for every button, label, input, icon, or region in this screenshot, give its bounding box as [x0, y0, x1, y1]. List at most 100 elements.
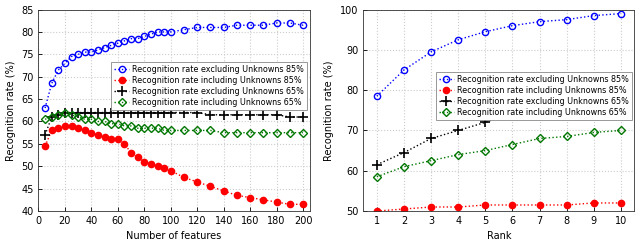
- Recognition rate including Unknowns 85%: [400, 207, 408, 210]
- Recognition rate including Unknowns 85%: [220, 189, 227, 192]
- Recognition rate including Unknowns 65%: [114, 122, 122, 125]
- Recognition rate excluding Unknowns 85%: [74, 53, 82, 56]
- Line: Recognition rate excluding Unknowns 65%: Recognition rate excluding Unknowns 65%: [372, 86, 625, 169]
- Recognition rate excluding Unknowns 65%: [400, 151, 408, 154]
- Recognition rate excluding Unknowns 65%: [246, 113, 254, 116]
- Recognition rate including Unknowns 65%: [94, 120, 102, 123]
- Recognition rate including Unknowns 65%: [61, 111, 68, 114]
- Recognition rate excluding Unknowns 85%: [134, 37, 141, 40]
- Recognition rate excluding Unknowns 85%: [233, 24, 241, 27]
- Recognition rate including Unknowns 85%: [140, 160, 148, 163]
- Recognition rate including Unknowns 65%: [81, 118, 88, 121]
- Recognition rate including Unknowns 65%: [481, 149, 489, 152]
- Recognition rate including Unknowns 65%: [180, 129, 188, 132]
- Recognition rate excluding Unknowns 65%: [94, 111, 102, 114]
- Recognition rate excluding Unknowns 85%: [286, 21, 294, 24]
- Recognition rate including Unknowns 65%: [563, 135, 570, 138]
- Recognition rate including Unknowns 85%: [167, 169, 175, 172]
- Recognition rate including Unknowns 65%: [428, 159, 435, 162]
- Recognition rate excluding Unknowns 65%: [154, 111, 161, 114]
- Recognition rate excluding Unknowns 65%: [68, 111, 76, 114]
- Recognition rate including Unknowns 65%: [140, 127, 148, 130]
- Recognition rate including Unknowns 65%: [160, 129, 168, 132]
- Recognition rate excluding Unknowns 85%: [617, 12, 625, 15]
- Recognition rate excluding Unknowns 65%: [563, 99, 570, 102]
- Recognition rate excluding Unknowns 65%: [428, 137, 435, 140]
- Recognition rate excluding Unknowns 85%: [68, 55, 76, 58]
- Recognition rate including Unknowns 65%: [246, 131, 254, 134]
- Recognition rate excluding Unknowns 65%: [273, 113, 280, 116]
- Recognition rate including Unknowns 85%: [509, 204, 516, 206]
- Recognition rate including Unknowns 85%: [74, 127, 82, 130]
- Recognition rate excluding Unknowns 65%: [207, 113, 214, 116]
- Recognition rate excluding Unknowns 65%: [509, 111, 516, 114]
- Recognition rate excluding Unknowns 65%: [299, 116, 307, 119]
- Recognition rate excluding Unknowns 65%: [140, 111, 148, 114]
- Recognition rate excluding Unknowns 85%: [114, 42, 122, 45]
- Recognition rate including Unknowns 65%: [127, 124, 135, 127]
- Recognition rate excluding Unknowns 85%: [428, 50, 435, 53]
- Recognition rate excluding Unknowns 85%: [509, 24, 516, 27]
- Recognition rate including Unknowns 65%: [590, 131, 598, 134]
- Recognition rate including Unknowns 85%: [590, 202, 598, 205]
- Recognition rate including Unknowns 85%: [94, 133, 102, 136]
- Recognition rate excluding Unknowns 65%: [147, 111, 155, 114]
- Recognition rate including Unknowns 65%: [48, 116, 56, 119]
- Recognition rate including Unknowns 65%: [134, 127, 141, 130]
- Recognition rate excluding Unknowns 85%: [454, 38, 462, 41]
- Recognition rate excluding Unknowns 65%: [167, 111, 175, 114]
- Recognition rate excluding Unknowns 85%: [127, 37, 135, 40]
- Recognition rate including Unknowns 65%: [154, 127, 161, 130]
- Recognition rate including Unknowns 65%: [120, 124, 128, 127]
- Recognition rate excluding Unknowns 65%: [536, 105, 543, 108]
- Recognition rate including Unknowns 65%: [68, 113, 76, 116]
- Recognition rate excluding Unknowns 65%: [134, 111, 141, 114]
- Recognition rate excluding Unknowns 85%: [167, 30, 175, 33]
- Recognition rate including Unknowns 85%: [233, 194, 241, 197]
- Recognition rate including Unknowns 65%: [259, 131, 267, 134]
- Recognition rate including Unknowns 65%: [88, 118, 95, 121]
- Recognition rate excluding Unknowns 85%: [61, 62, 68, 65]
- Recognition rate including Unknowns 85%: [617, 202, 625, 205]
- Recognition rate excluding Unknowns 85%: [273, 21, 280, 24]
- Recognition rate excluding Unknowns 65%: [74, 111, 82, 114]
- Y-axis label: Recognition rate (%): Recognition rate (%): [324, 60, 335, 161]
- Recognition rate excluding Unknowns 65%: [286, 116, 294, 119]
- Line: Recognition rate excluding Unknowns 65%: Recognition rate excluding Unknowns 65%: [40, 108, 308, 139]
- Recognition rate excluding Unknowns 85%: [373, 95, 381, 98]
- Recognition rate excluding Unknowns 85%: [299, 24, 307, 27]
- Recognition rate including Unknowns 85%: [61, 124, 68, 127]
- Recognition rate including Unknowns 85%: [273, 201, 280, 204]
- Recognition rate including Unknowns 85%: [454, 206, 462, 208]
- Line: Recognition rate including Unknowns 65%: Recognition rate including Unknowns 65%: [42, 109, 306, 136]
- Recognition rate excluding Unknowns 85%: [88, 51, 95, 54]
- Line: Recognition rate including Unknowns 85%: Recognition rate including Unknowns 85%: [42, 123, 306, 207]
- Recognition rate including Unknowns 65%: [108, 122, 115, 125]
- Recognition rate including Unknowns 85%: [134, 156, 141, 159]
- Recognition rate excluding Unknowns 85%: [590, 14, 598, 17]
- Recognition rate excluding Unknowns 85%: [147, 33, 155, 36]
- Recognition rate excluding Unknowns 65%: [454, 129, 462, 132]
- Recognition rate including Unknowns 85%: [428, 206, 435, 208]
- Recognition rate excluding Unknowns 85%: [140, 35, 148, 38]
- Recognition rate excluding Unknowns 85%: [220, 26, 227, 29]
- Recognition rate including Unknowns 85%: [100, 136, 108, 139]
- Recognition rate including Unknowns 85%: [259, 198, 267, 201]
- Recognition rate including Unknowns 85%: [41, 145, 49, 148]
- X-axis label: Rank: Rank: [486, 231, 511, 242]
- Recognition rate excluding Unknowns 65%: [590, 91, 598, 94]
- Recognition rate including Unknowns 85%: [88, 131, 95, 134]
- Line: Recognition rate including Unknowns 65%: Recognition rate including Unknowns 65%: [374, 127, 624, 180]
- Recognition rate including Unknowns 65%: [286, 131, 294, 134]
- Recognition rate including Unknowns 85%: [127, 151, 135, 154]
- Recognition rate including Unknowns 85%: [193, 181, 201, 184]
- Recognition rate including Unknowns 85%: [120, 142, 128, 145]
- Recognition rate including Unknowns 65%: [509, 143, 516, 146]
- Recognition rate including Unknowns 85%: [114, 138, 122, 141]
- Recognition rate excluding Unknowns 85%: [160, 30, 168, 33]
- Recognition rate including Unknowns 65%: [74, 116, 82, 119]
- Recognition rate excluding Unknowns 85%: [207, 26, 214, 29]
- Recognition rate including Unknowns 85%: [147, 163, 155, 165]
- Recognition rate including Unknowns 65%: [147, 127, 155, 130]
- Legend: Recognition rate excluding Unknowns 85%, Recognition rate including Unknowns 85%: Recognition rate excluding Unknowns 85%,…: [111, 62, 307, 110]
